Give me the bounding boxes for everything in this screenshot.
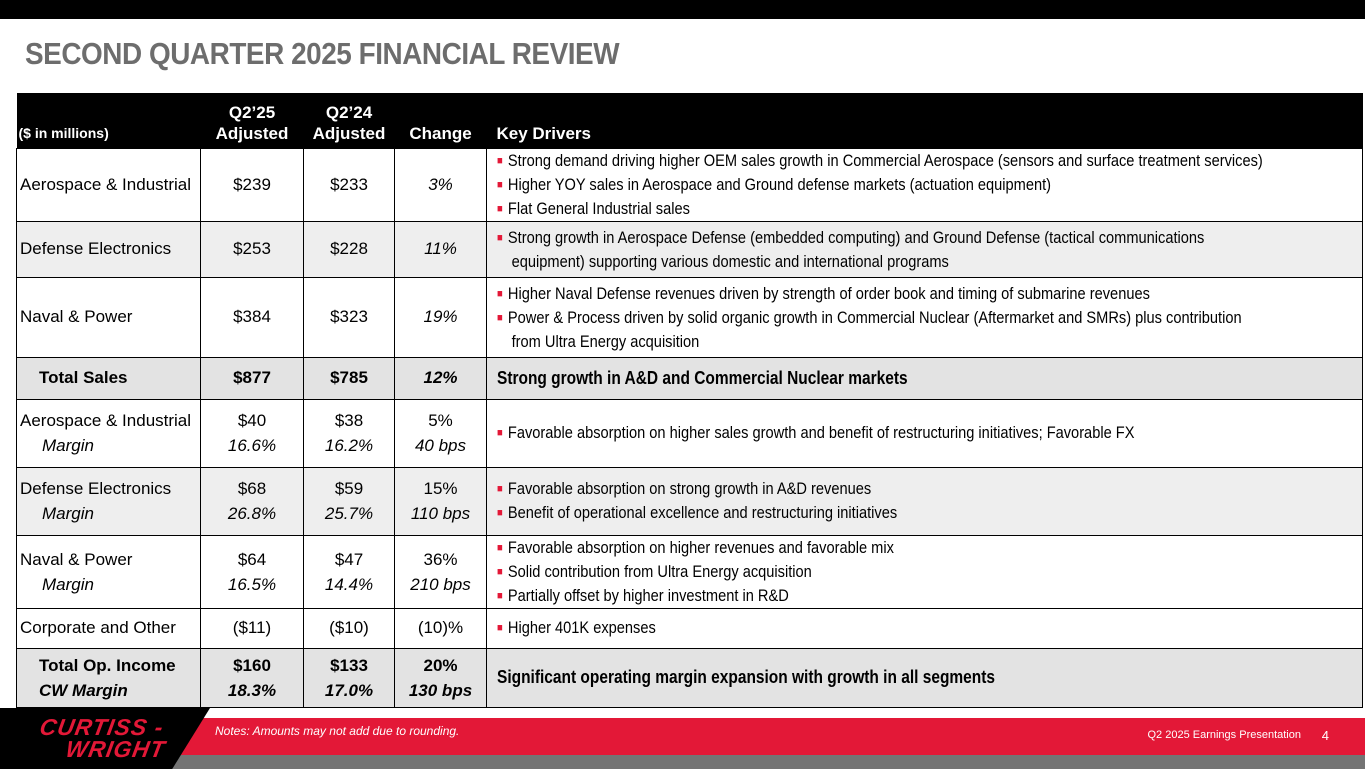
q24-value: $228 xyxy=(303,220,395,278)
q25-value: $68 26.8% xyxy=(200,466,304,536)
change-value: 11% xyxy=(394,220,487,278)
key-drivers: ■ Favorable absorption on strong growth i… xyxy=(486,466,1363,536)
q24-value: $133 17.0% xyxy=(303,647,395,708)
q25-value: $877 xyxy=(200,356,304,400)
row-label: Defense Electronics Margin xyxy=(16,466,201,536)
col-q24: Q2’24 Adjusted xyxy=(303,93,395,148)
key-drivers: ■ Favorable absorption on higher sales gr… xyxy=(486,398,1363,468)
q25-value: ($11) xyxy=(200,607,304,649)
col-q25: Q2’25 Adjusted xyxy=(200,93,304,148)
row-label: Defense Electronics xyxy=(16,220,201,278)
q24-value: $785 xyxy=(303,356,395,400)
q25-value: $239 xyxy=(200,147,304,222)
change-value: 15% 110 bps xyxy=(394,466,487,536)
change-value: 5% 40 bps xyxy=(394,398,487,468)
col-key-drivers: Key Drivers xyxy=(486,93,1363,148)
change-value: 20% 130 bps xyxy=(394,647,487,708)
table-row: Aerospace & Industrial Margin $40 16.6% $3… xyxy=(16,398,1363,468)
key-drivers: Significant operating margin expansion w… xyxy=(486,647,1363,708)
key-drivers: ■ Higher Naval Defense revenues driven by… xyxy=(486,276,1363,358)
q25-value: $160 18.3% xyxy=(200,647,304,708)
curtiss-wright-logo: CURTISS - WRIGHT xyxy=(0,708,210,769)
table-header: ($ in millions) Q2’25 Adjusted Q2’24 Adjus… xyxy=(16,93,1363,148)
table-row: Aerospace & Industrial $239 $233 3% ■ Str… xyxy=(16,147,1363,222)
row-label: Aerospace & Industrial Margin xyxy=(16,398,201,468)
change-value: 12% xyxy=(394,356,487,400)
key-drivers: ■ Favorable absorption on higher revenues… xyxy=(486,534,1363,609)
row-label: Corporate and Other xyxy=(16,607,201,649)
change-value: (10)% xyxy=(394,607,487,649)
footer-red-band xyxy=(170,718,1365,755)
change-value: 19% xyxy=(394,276,487,358)
row-label: Total Sales xyxy=(16,356,201,400)
q25-value: $40 16.6% xyxy=(200,398,304,468)
total-op-income-row: Total Op. Income CW Margin $160 18.3% $133… xyxy=(16,647,1363,708)
key-drivers: ■ Strong demand driving higher OEM sales … xyxy=(486,147,1363,222)
table-row: Naval & Power Margin $64 16.5% $47 14.4% 36… xyxy=(16,534,1363,609)
footnote: Notes: Amounts may not add due to roundi… xyxy=(215,724,460,738)
financial-table: ($ in millions) Q2’25 Adjusted Q2’24 Adjus… xyxy=(16,93,1363,708)
change-value: 36% 210 bps xyxy=(394,534,487,609)
top-bar xyxy=(0,0,1365,19)
q25-value: $253 xyxy=(200,220,304,278)
q24-value: $323 xyxy=(303,276,395,358)
key-drivers: Strong growth in A&D and Commercial Nucl… xyxy=(486,356,1363,400)
q24-value: $47 14.4% xyxy=(303,534,395,609)
row-label: Total Op. Income CW Margin xyxy=(16,647,201,708)
table-row: Defense Electronics Margin $68 26.8% $59 25… xyxy=(16,466,1363,536)
footer-gray-band xyxy=(0,755,1365,769)
total-sales-row: Total Sales $877 $785 12% Strong growth … xyxy=(16,356,1363,400)
row-label: Naval & Power xyxy=(16,276,201,358)
col-change: Change xyxy=(394,93,487,148)
page-title: SECOND QUARTER 2025 FINANCIAL REVIEW xyxy=(25,36,620,71)
row-label: Naval & Power Margin xyxy=(16,534,201,609)
q24-value: $59 25.7% xyxy=(303,466,395,536)
row-label: Aerospace & Industrial xyxy=(16,147,201,222)
q24-value: $38 16.2% xyxy=(303,398,395,468)
units-label: ($ in millions) xyxy=(16,93,201,148)
table-row: Corporate and Other ($11) ($10) (10)% ■ H… xyxy=(16,607,1363,649)
change-value: 3% xyxy=(394,147,487,222)
q24-value: ($10) xyxy=(303,607,395,649)
key-drivers: ■ Strong growth in Aerospace Defense (emb… xyxy=(486,220,1363,278)
q24-value: $233 xyxy=(303,147,395,222)
q25-value: $384 xyxy=(200,276,304,358)
table-row: Naval & Power $384 $323 19% ■ Higher Nava… xyxy=(16,276,1363,358)
presentation-label: Q2 2025 Earnings Presentation xyxy=(1147,729,1302,741)
key-drivers: ■ Higher 401K expenses xyxy=(486,607,1363,649)
table-row: Defense Electronics $253 $228 11% ■ Stron… xyxy=(16,220,1363,278)
page-number: 4 xyxy=(1321,728,1329,743)
q25-value: $64 16.5% xyxy=(200,534,304,609)
